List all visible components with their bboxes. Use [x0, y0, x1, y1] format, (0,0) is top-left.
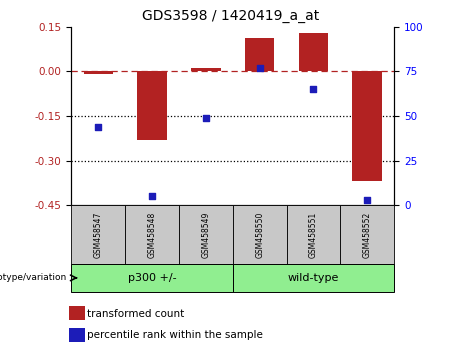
- Text: p300 +/-: p300 +/-: [128, 273, 177, 283]
- Text: transformed count: transformed count: [88, 309, 185, 319]
- Point: [148, 194, 156, 199]
- Bar: [69, 327, 85, 342]
- Text: GSM458548: GSM458548: [148, 211, 157, 258]
- Bar: [340, 205, 394, 264]
- Bar: [71, 264, 233, 292]
- Bar: [233, 264, 394, 292]
- Bar: [83, 71, 113, 74]
- Bar: [137, 71, 167, 140]
- Point: [364, 197, 371, 203]
- Text: percentile rank within the sample: percentile rank within the sample: [88, 330, 263, 340]
- Bar: [233, 205, 287, 264]
- Point: [95, 124, 102, 130]
- Bar: [299, 33, 328, 71]
- Text: GSM458552: GSM458552: [363, 211, 372, 258]
- Text: GSM458550: GSM458550: [255, 211, 264, 258]
- Text: GSM458551: GSM458551: [309, 211, 318, 258]
- Point: [256, 65, 263, 70]
- Text: GDS3598 / 1420419_a_at: GDS3598 / 1420419_a_at: [142, 9, 319, 23]
- Bar: [245, 39, 274, 71]
- Bar: [69, 306, 85, 320]
- Point: [202, 115, 210, 121]
- Text: GSM458547: GSM458547: [94, 211, 103, 258]
- Bar: [179, 205, 233, 264]
- Bar: [287, 205, 340, 264]
- Bar: [125, 205, 179, 264]
- Text: GSM458549: GSM458549: [201, 211, 210, 258]
- Bar: [191, 68, 221, 71]
- Bar: [353, 71, 382, 182]
- Text: genotype/variation: genotype/variation: [0, 273, 67, 282]
- Point: [310, 86, 317, 92]
- Bar: [71, 205, 125, 264]
- Text: wild-type: wild-type: [288, 273, 339, 283]
